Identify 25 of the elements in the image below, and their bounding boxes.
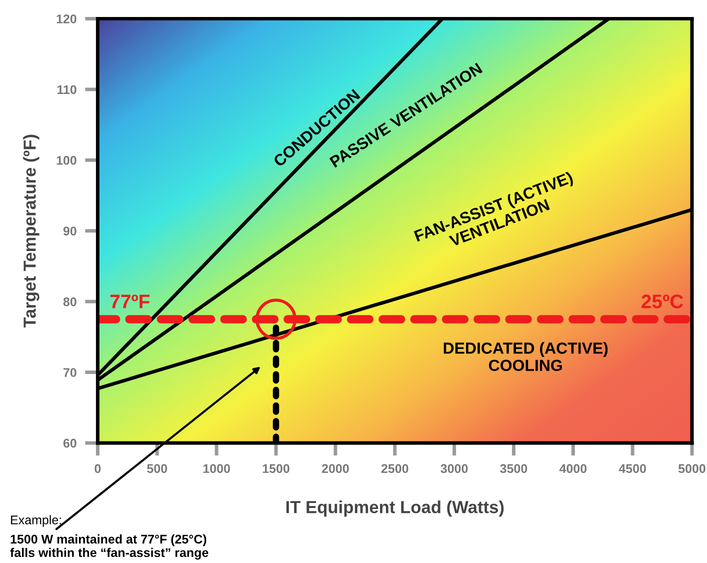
x-tick-label: 4000 [559,464,587,474]
y-tick-label: 90 [63,226,76,236]
y-tick-label: 70 [64,368,76,377]
text: Example: [11,515,61,527]
x-tick-label: 1500 [262,464,290,474]
ref-line-label: 77ºF [110,294,150,308]
x-tick-label: 1000 [203,464,230,474]
text: 1500 W maintained at 77°F (25°C) falls within the “fan-assist” range [10,534,208,560]
y-tick-label: 100 [56,156,76,165]
annotation: 25ºC [642,294,684,308]
x-tick-label: 500 [147,464,168,474]
y-tick-label: 80 [63,297,76,306]
x-tick-label: 2000 [322,464,349,474]
y-tick-label: 110 [57,85,76,94]
x-tick-label: 0 [94,464,101,474]
x-tick-label: 3500 [500,464,528,474]
y-axis-title: Target Temperature (ºF) [23,134,40,328]
x-axis-title: IT Equipment Load (Watts) [286,500,504,517]
y-tick-label: 60 [63,438,76,448]
y-tick-label: 120 [56,14,76,24]
x-tick-label: 4500 [618,464,646,474]
annotation: DEDICATED (ACTIVE) COOLING [444,342,608,372]
x-tick-label: 3000 [440,464,468,474]
x-tick-label: 2500 [381,464,408,474]
x-tick-label: 5000 [678,464,706,474]
